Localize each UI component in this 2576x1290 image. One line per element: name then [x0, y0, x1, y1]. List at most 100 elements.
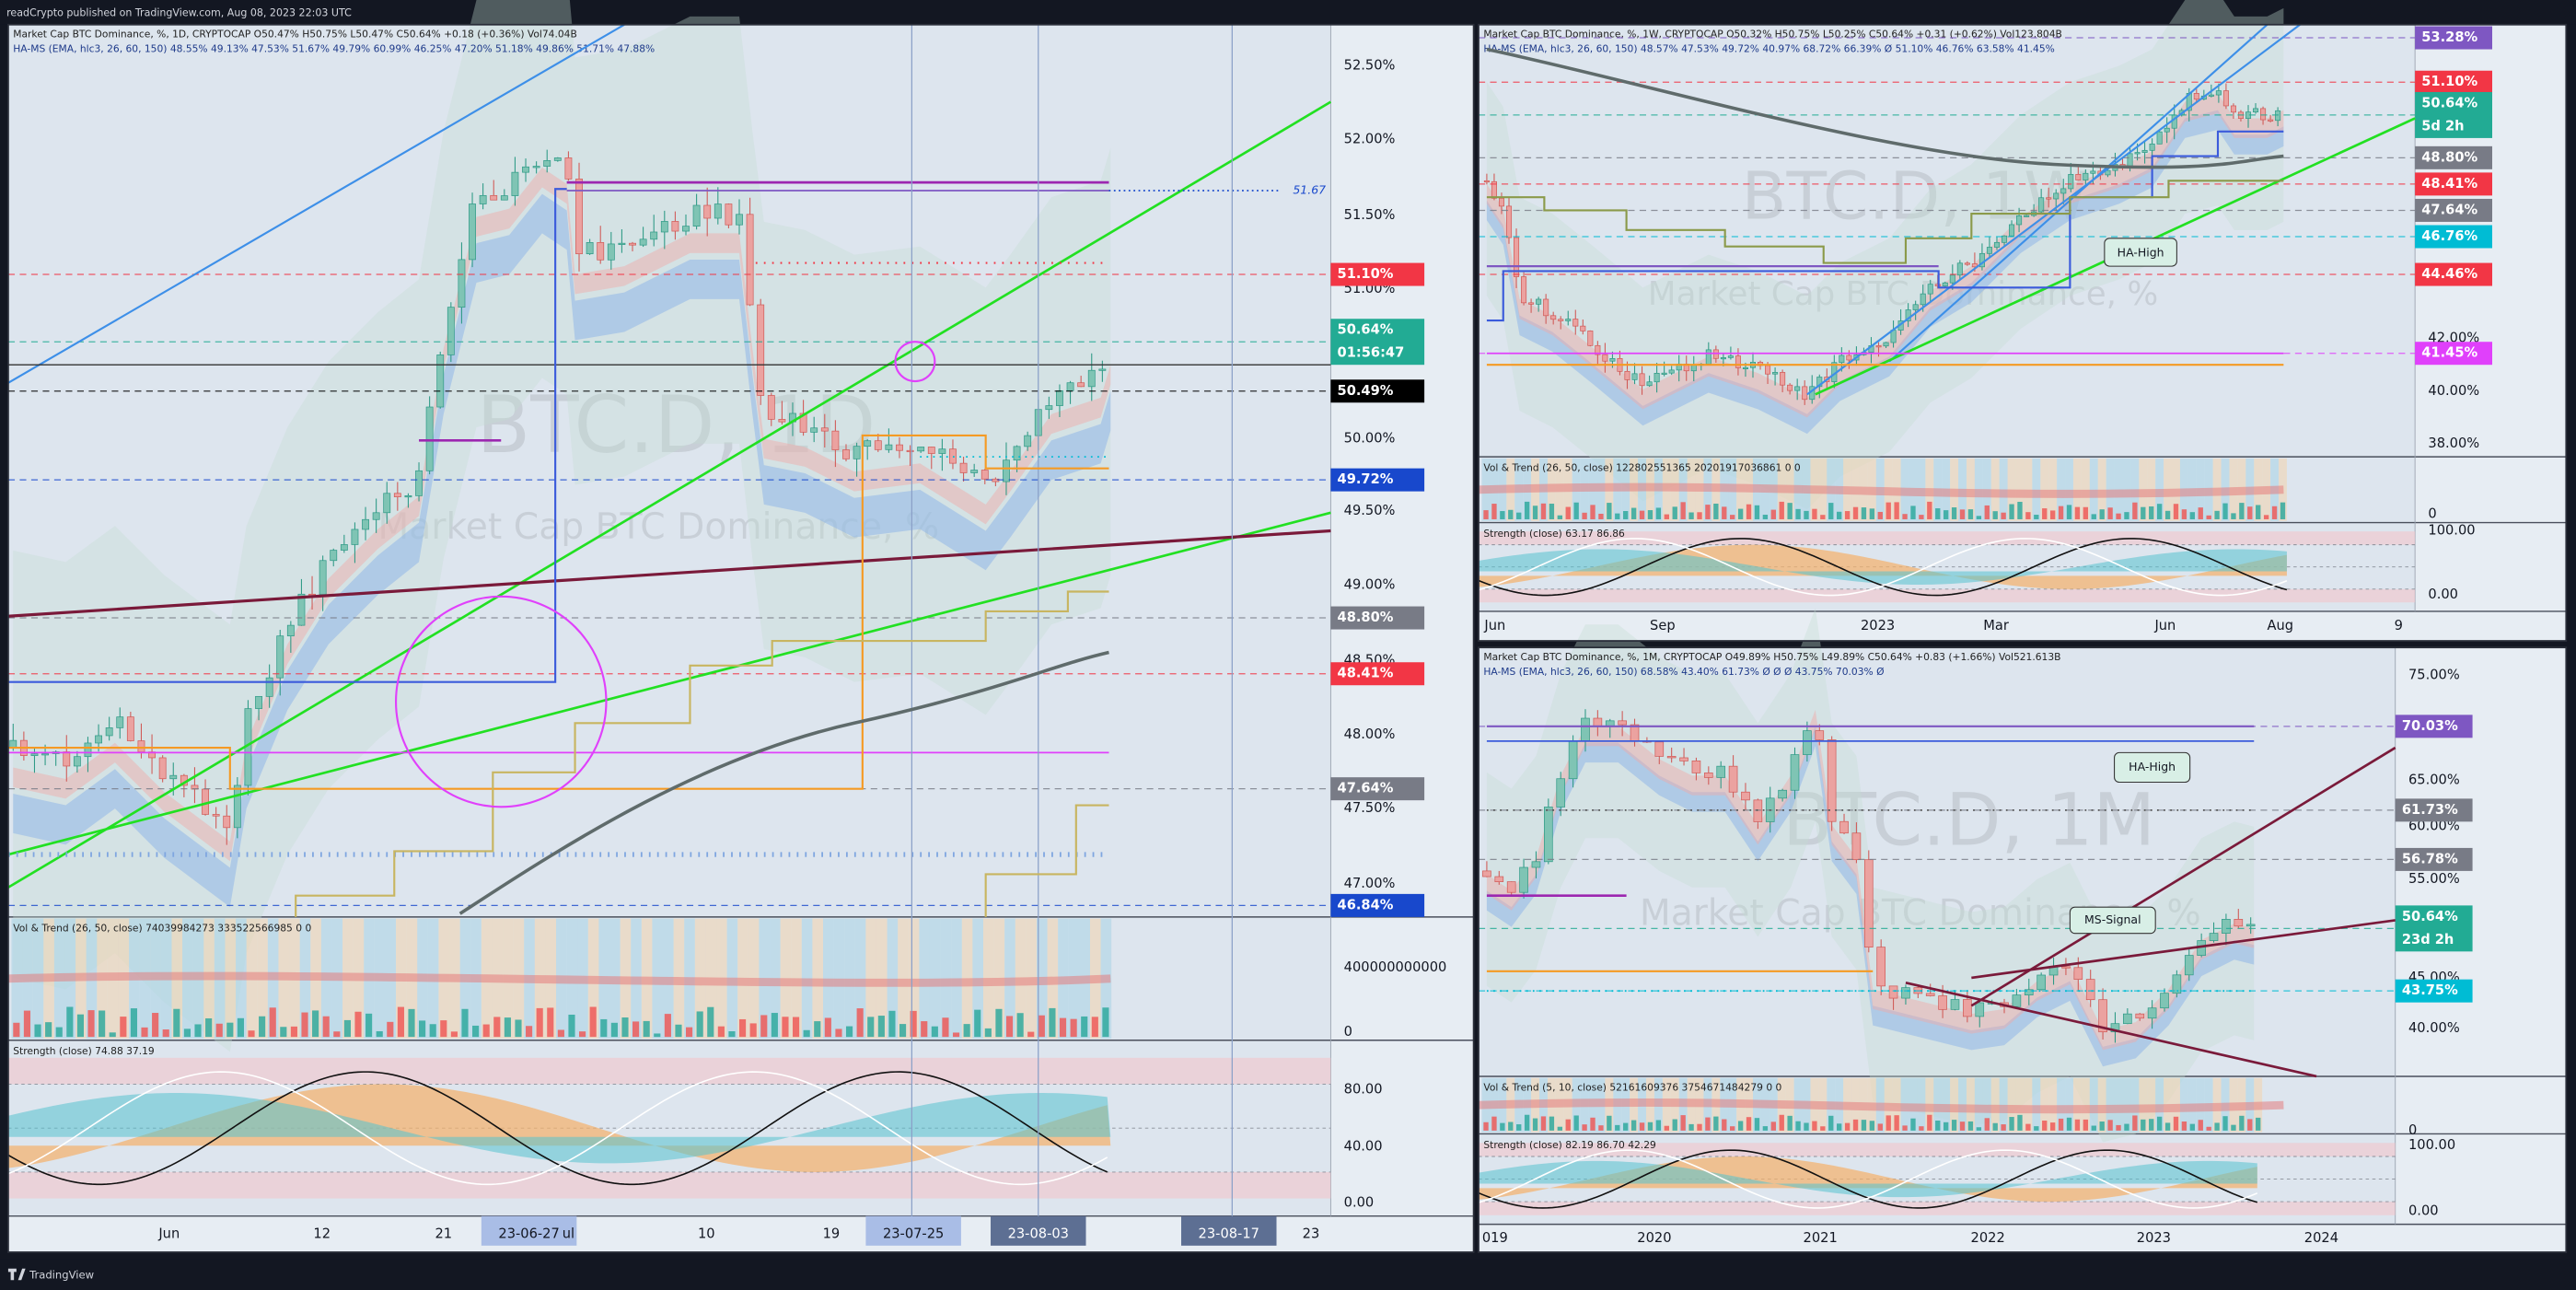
candle-body — [2268, 119, 2274, 122]
candle-body — [1794, 386, 1801, 391]
volume-bar — [482, 1024, 490, 1038]
candle-body — [2060, 188, 2067, 194]
volume-stripe — [2081, 458, 2090, 521]
candle-body — [1716, 765, 1726, 778]
price-badge-label: 46.76% — [2421, 228, 2477, 244]
volume-bar — [2247, 506, 2253, 519]
volume-bar — [2009, 1117, 2014, 1131]
volume-bar — [1828, 503, 1834, 519]
candle-body — [1521, 276, 1527, 304]
candle-body — [1778, 789, 1787, 799]
volume-bar — [1647, 510, 1654, 519]
volume-bar — [610, 1022, 618, 1038]
volume-bar — [472, 1025, 480, 1038]
volume-bar — [2173, 1116, 2179, 1131]
price-badge-label: 49.72% — [1338, 471, 1394, 487]
volume-bar — [728, 1031, 736, 1038]
candle-body — [1741, 791, 1750, 801]
candle-body — [692, 204, 701, 227]
candle-body — [2036, 974, 2046, 991]
volume-stripe — [854, 918, 866, 1039]
volume-bar — [2141, 1119, 2146, 1131]
trend-line — [1888, 23, 2269, 363]
candle-body — [746, 214, 754, 306]
candle-body — [1666, 756, 1677, 759]
price-badge — [2395, 847, 2473, 871]
volume-bar — [205, 1017, 213, 1038]
candle-body — [1839, 820, 1849, 834]
price-badge-label: 47.64% — [1338, 781, 1394, 796]
volume-stripe — [2072, 458, 2082, 521]
candle-body — [799, 413, 807, 433]
volume-bar — [1705, 1117, 1711, 1131]
volume-bar — [675, 1024, 682, 1038]
candle-body — [1587, 331, 1594, 346]
time-badge — [481, 1215, 577, 1246]
candle-body — [1691, 761, 1701, 773]
volume-bar — [1812, 1121, 1817, 1131]
volume-bar — [226, 1022, 234, 1038]
candle-body — [84, 742, 92, 758]
volume-bar — [1557, 515, 1563, 519]
volume-bar — [589, 1006, 597, 1038]
candle-body — [543, 160, 551, 167]
volume-bar — [366, 1013, 373, 1038]
candle-body — [415, 470, 423, 496]
level-annotation: 51.67 — [1293, 183, 1326, 197]
volume-bar — [2156, 504, 2163, 519]
candle-body — [820, 427, 829, 432]
price-label: 40.00% — [2408, 1020, 2460, 1036]
volume-bar — [2001, 1124, 2006, 1131]
time-badge — [1181, 1215, 1277, 1246]
volume-bar — [1005, 1016, 1014, 1038]
band — [1486, 709, 2255, 1051]
candle-body — [831, 430, 840, 450]
candle-body — [1498, 197, 1505, 207]
volume-bar — [1639, 1122, 1645, 1131]
volume-bar — [301, 1012, 308, 1038]
candle-body — [2234, 918, 2244, 927]
volume-bar — [1697, 1123, 1702, 1131]
candle-body — [1728, 765, 1738, 793]
volume-bar — [707, 1006, 714, 1038]
volume-bar — [1861, 507, 1867, 519]
volume-stripe — [2057, 1077, 2066, 1133]
volume-bar — [2083, 506, 2089, 519]
candle-body — [2123, 1013, 2132, 1025]
candle-body — [169, 774, 178, 780]
volume-bar — [1886, 502, 1891, 519]
candle-body — [2105, 169, 2111, 176]
price-label: 40.00% — [2428, 383, 2479, 399]
volume-bar — [1722, 1119, 1727, 1131]
volume-bar — [2164, 1122, 2171, 1131]
volume-bar — [600, 1018, 608, 1038]
volume-stripe — [865, 918, 876, 1039]
footer-bar — [0, 1259, 2576, 1290]
volume-bar — [1910, 506, 1916, 519]
candle-body — [73, 756, 81, 767]
annotation: MS-Signal — [2084, 912, 2141, 926]
volume-bar — [717, 1026, 725, 1038]
strength-axis-label: 0.00 — [1344, 1194, 1375, 1210]
volume-bar — [1713, 1116, 1719, 1131]
strength-line — [1478, 1149, 2258, 1209]
volume-bar — [1516, 1124, 1522, 1131]
time-badge — [865, 1215, 961, 1246]
volume-bar — [1737, 508, 1744, 519]
candle-body — [1013, 446, 1021, 461]
candle-body — [116, 716, 124, 728]
candle-body — [2135, 1013, 2145, 1019]
volume-bar — [621, 1017, 629, 1038]
panel-border — [1478, 646, 2568, 1253]
candle-body — [425, 406, 434, 471]
candle-body — [1802, 386, 1808, 401]
candle-body — [2024, 215, 2030, 217]
candle-body — [1565, 319, 1572, 321]
volume-bar — [2017, 502, 2023, 519]
volume-bar — [1630, 1120, 1637, 1131]
time-label: 12 — [313, 1226, 331, 1241]
candle-body — [1593, 717, 1603, 727]
candle-body — [639, 238, 647, 246]
volume-bar — [2181, 509, 2187, 519]
